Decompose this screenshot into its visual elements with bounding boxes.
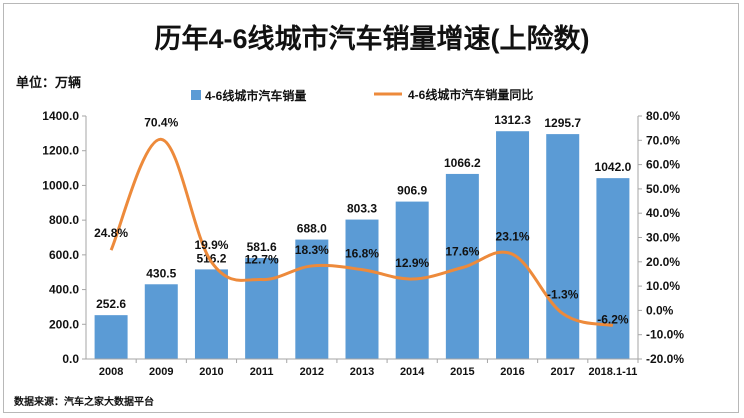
y-axis-left: 0.0 200.0 400.0 600.0 800.0 1000.0 1200.0 1400.… [42,109,87,366]
line-value-label: 19.9% [194,238,228,252]
legend-line-label: 4-6线城市汽车销量同比 [408,87,533,102]
line-value-label: -1.3% [547,288,579,302]
y-right-tick-label: -10.0% [646,328,684,342]
bar-value-label: 906.9 [397,184,427,198]
y-right-tick-label: 50.0% [646,182,680,196]
bar-value-label: 1312.3 [494,113,531,127]
y-right-tick-label: -20.0% [646,352,684,366]
line-value-label: 24.8% [94,226,128,240]
y-right-tick-label: 20.0% [646,255,680,269]
y-axis-right: -20.0% -10.0% 0.0% 10.0% 20.0% 30.0% 40.0% 50.0… [637,109,684,366]
y-left-tick-label: 1000.0 [42,178,79,192]
bar [295,239,329,359]
y-left-tick-label: 200.0 [49,317,79,331]
bar [496,131,530,359]
y-right-tick-label: 80.0% [646,109,680,123]
bar [345,219,379,359]
x-tick-label: 2009 [149,366,173,378]
bar-value-label: 1295.7 [544,116,581,130]
chart-title: 历年4-6线城市汽车销量增速(上险数) [154,23,589,54]
line-value-label: -6.2% [597,312,629,326]
legend: 4-6线城市汽车销量 4-6线城市汽车销量同比 [191,87,533,103]
line-value-label: 70.4% [144,115,178,129]
x-tick-label: 2011 [250,366,274,378]
x-tick-label: 2010 [199,366,223,378]
x-tick-label: 2015 [450,366,474,378]
y-left-tick-label: 1400.0 [42,109,79,123]
line-value-label: 12.9% [395,256,429,270]
bar [245,258,279,359]
y-left-tick-label: 400.0 [49,283,79,297]
bar [596,178,630,359]
legend-bar-label: 4-6线城市汽车销量 [205,88,306,103]
line-value-label: 23.1% [496,229,530,243]
line-value-label: 16.8% [345,247,379,261]
unit-label: 单位：万辆 [16,75,81,90]
bar [94,315,128,359]
y-left-tick-label: 600.0 [49,248,79,262]
bar-value-label: 1042.0 [595,160,632,174]
x-tick-label: 2013 [350,366,374,378]
legend-bar-swatch [191,90,201,100]
bar-value-label: 688.0 [297,222,327,236]
y-left-tick-label: 800.0 [49,213,79,227]
y-right-tick-label: 30.0% [646,231,680,245]
bar-series: 252.6 430.5 516.2 581.6 688.0 803.3 906.9 1066.… [94,113,632,359]
x-tick-label: 2016 [500,366,524,378]
y-right-tick-label: 0.0% [646,303,674,317]
bar-value-label: 581.6 [247,240,277,254]
line-value-label: 12.7% [245,253,279,267]
line-value-label: 18.3% [295,243,329,257]
bar [144,284,178,359]
x-tick-label: 2012 [300,366,324,378]
y-right-tick-label: 70.0% [646,133,680,147]
growth-line [109,137,614,327]
x-axis: 2008 2009 2010 2011 2012 2013 2014 2015 2016 2017… [86,358,639,378]
y-left-tick-label: 1200.0 [42,144,79,158]
y-left-tick-label: 0.0 [62,352,79,366]
source-note: 数据来源：汽车之家大数据平台 [14,395,154,408]
bar-value-label: 1066.2 [444,156,481,170]
line-value-label: 17.6% [445,245,479,259]
bar [546,134,580,359]
x-tick-label: 2018.1-11 [588,366,637,378]
line-series: 24.8% 70.4% 19.9% 12.7% 18.3% 16.8% 12.9% 17.6%… [94,115,629,327]
bar [194,269,228,359]
y-right-tick-label: 60.0% [646,158,680,172]
bar-value-label: 516.2 [196,251,226,265]
bar-value-label: 803.3 [347,202,377,216]
x-tick-label: 2008 [99,366,123,378]
bar-value-label: 252.6 [96,297,126,311]
x-tick-label: 2014 [400,366,425,378]
y-right-tick-label: 10.0% [646,279,680,293]
y-right-tick-label: 40.0% [646,206,680,220]
bar-value-label: 430.5 [146,266,176,280]
x-tick-label: 2017 [550,366,574,378]
